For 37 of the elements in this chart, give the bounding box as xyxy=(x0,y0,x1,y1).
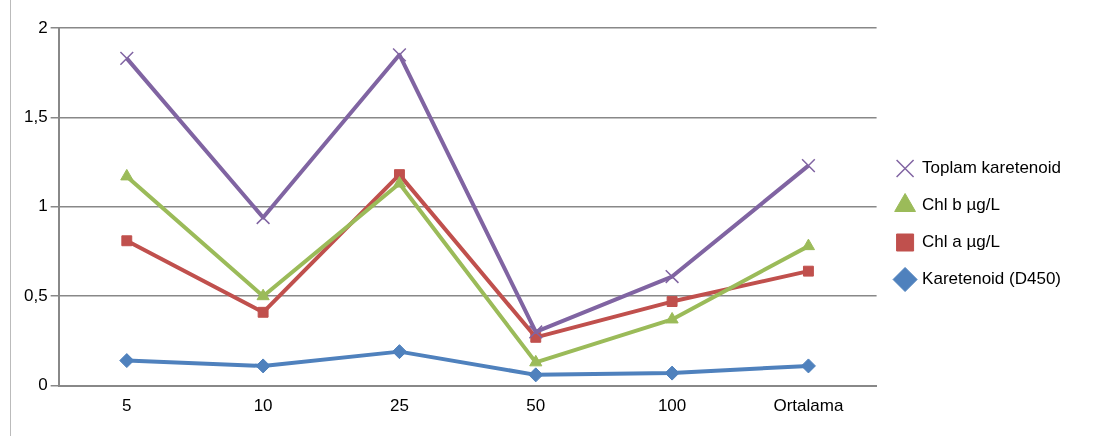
point xyxy=(529,354,543,367)
point xyxy=(121,235,133,247)
x-tick-label: 25 xyxy=(389,396,409,416)
x-tick-label: 50 xyxy=(526,396,546,416)
legend-label: Chl b µg/L xyxy=(922,195,1000,215)
x-tick-label: Ortalama xyxy=(773,396,844,416)
y-tick-label: 2 xyxy=(38,17,48,37)
point xyxy=(528,367,544,383)
y-tick-label: 0 xyxy=(38,375,48,395)
legend-label: Toplam karetenoid xyxy=(922,158,1062,178)
y-tick-label: 0,5 xyxy=(23,285,48,305)
point xyxy=(528,324,543,340)
point xyxy=(120,168,134,181)
point xyxy=(802,265,814,277)
point xyxy=(256,288,270,301)
y-tick-label: 1,5 xyxy=(23,107,48,127)
point xyxy=(392,176,407,188)
point xyxy=(255,358,271,374)
legend-label: Karetenoid (D450) xyxy=(922,269,1062,289)
legend-label: Chl a µg/L xyxy=(922,232,1000,252)
x-tick-label: 5 xyxy=(122,396,132,416)
point xyxy=(664,269,680,284)
point xyxy=(801,238,815,251)
point xyxy=(664,365,680,381)
point xyxy=(119,353,135,369)
point xyxy=(392,47,407,62)
point xyxy=(801,158,816,173)
x-tick-label: 100 xyxy=(657,396,687,416)
point xyxy=(391,344,407,360)
point xyxy=(256,210,271,225)
point xyxy=(257,306,269,318)
point xyxy=(800,358,816,374)
point xyxy=(119,51,134,66)
point xyxy=(665,311,679,324)
x-tick-label: 10 xyxy=(253,396,273,416)
y-tick-label: 1 xyxy=(38,196,48,216)
point xyxy=(666,296,678,308)
